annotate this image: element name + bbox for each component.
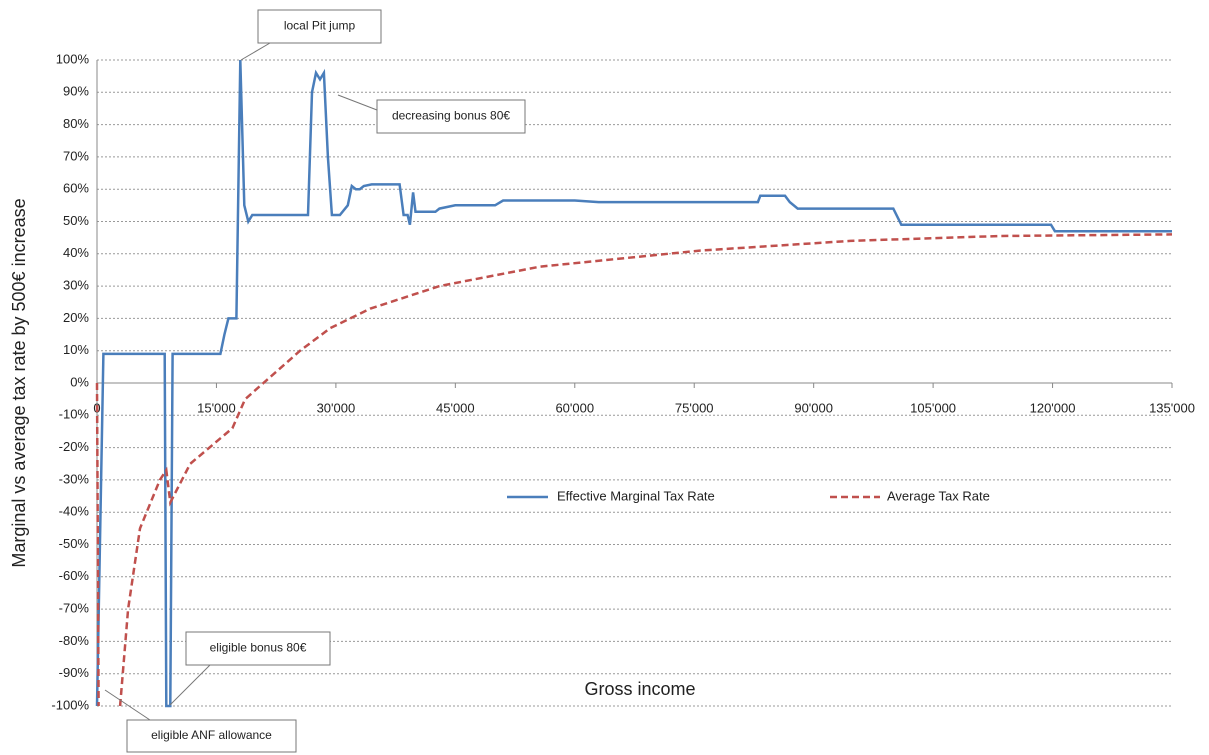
y-tick-label: -10% <box>59 407 90 422</box>
x-tick-label: 45'000 <box>436 400 475 415</box>
series-line <box>95 233 1173 707</box>
x-tick-label: 30'000 <box>317 400 356 415</box>
y-tick-label: -50% <box>59 536 90 551</box>
y-tick-label: 50% <box>63 213 89 228</box>
annotation: local Pit jump <box>284 19 356 33</box>
y-tick-label: -20% <box>59 439 90 454</box>
annotation-pointer <box>169 664 211 706</box>
y-tick-label: -40% <box>59 504 90 519</box>
x-tick-label: 90'000 <box>794 400 833 415</box>
y-tick-label: -80% <box>59 633 90 648</box>
annotation-box <box>257 9 382 44</box>
x-tick-label: 120'000 <box>1030 400 1076 415</box>
y-tick-label: 0% <box>70 374 89 389</box>
legend-label: Effective Marginal Tax Rate <box>557 488 715 503</box>
y-tick-label: 70% <box>63 148 89 163</box>
y-tick-label: 90% <box>63 84 89 99</box>
y-tick-label: 100% <box>56 51 90 66</box>
annotation: decreasing bonus 80€ <box>392 109 510 123</box>
y-tick-label: 80% <box>63 116 89 131</box>
y-tick-label: 40% <box>63 245 89 260</box>
annotation-box <box>185 631 331 666</box>
x-tick-label: 75'000 <box>675 400 714 415</box>
y-tick-label: -60% <box>59 568 90 583</box>
y-tick-label: -90% <box>59 665 90 680</box>
annotation-pointer <box>337 94 378 111</box>
annotation-pointer <box>240 42 271 61</box>
legend-label: Average Tax Rate <box>887 488 990 503</box>
annotation-box <box>376 99 526 134</box>
x-tick-label: 60'000 <box>555 400 594 415</box>
y-tick-label: 10% <box>63 342 89 357</box>
y-tick-label: -100% <box>51 697 89 712</box>
x-axis-label: Gross income <box>584 679 695 699</box>
annotation-pointer <box>104 689 151 721</box>
annotation-box <box>126 719 297 753</box>
x-tick-label: 135'000 <box>1149 400 1195 415</box>
annotation: eligible bonus 80€ <box>210 641 307 655</box>
x-tick-label: 105'000 <box>910 400 956 415</box>
y-axis-label: Marginal vs average tax rate by 500€ inc… <box>9 198 29 567</box>
y-tick-label: 30% <box>63 278 89 293</box>
y-tick-label: -70% <box>59 601 90 616</box>
annotation: eligible ANF allowance <box>151 728 272 742</box>
y-tick-label: 20% <box>63 310 89 325</box>
x-tick-label: 15'000 <box>197 400 236 415</box>
y-tick-label: -30% <box>59 471 90 486</box>
series-line <box>95 59 1172 708</box>
y-tick-label: 60% <box>63 181 89 196</box>
